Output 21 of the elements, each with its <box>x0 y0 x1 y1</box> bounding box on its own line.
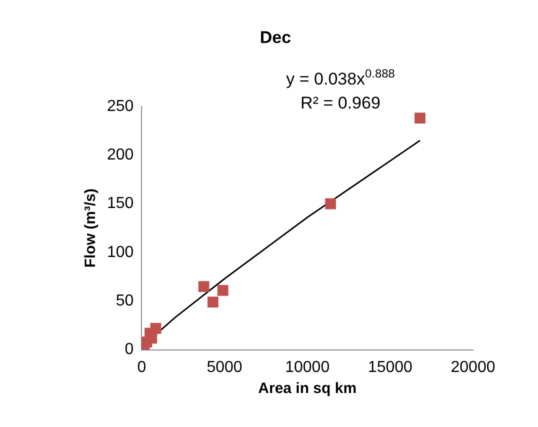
y-tick-label: 0 <box>124 341 134 358</box>
chart-title: Dec <box>260 28 292 47</box>
point <box>207 296 218 308</box>
point <box>142 336 152 348</box>
y-tick-label: 150 <box>106 195 134 212</box>
x-tick-label: 20000 <box>450 358 496 376</box>
point <box>325 198 336 210</box>
y-tick-label: 200 <box>106 146 134 164</box>
annotation: R² = 0.969 <box>300 93 380 112</box>
x-axis-title: Area in sq km <box>258 380 357 398</box>
x-tick-label: 15000 <box>368 358 413 376</box>
y-axis-title: Flow (m³/s) <box>82 188 100 268</box>
point <box>217 284 228 296</box>
y-tick-label: 50 <box>116 292 134 310</box>
x-tick-label: 10000 <box>285 358 330 376</box>
point <box>414 112 426 124</box>
x-tick-label: 0 <box>137 358 146 376</box>
point <box>198 281 210 292</box>
y-tick-label: 100 <box>106 244 134 261</box>
y-tick-label: 250 <box>106 98 134 115</box>
x-tick-label: 5000 <box>206 358 242 376</box>
